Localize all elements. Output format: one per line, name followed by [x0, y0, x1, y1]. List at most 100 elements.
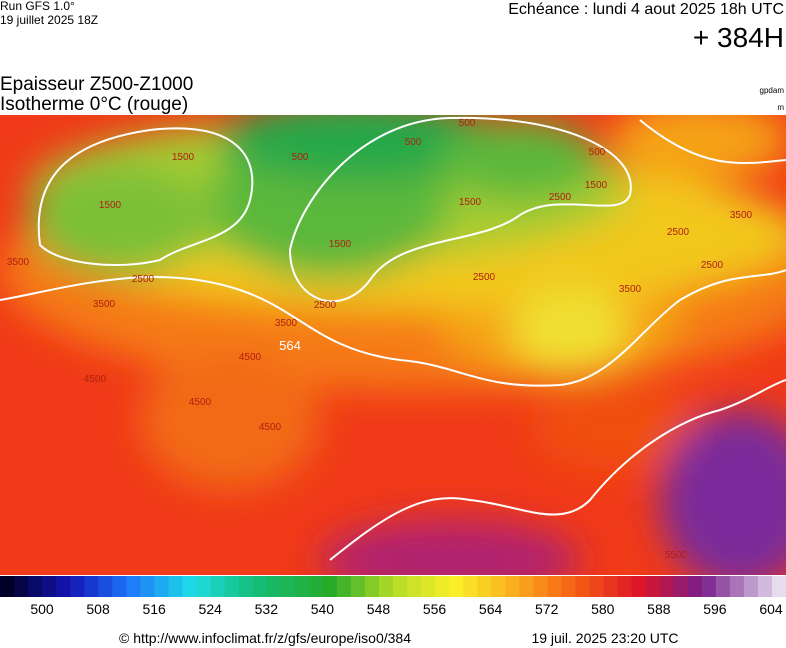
colorbar-swatch [771, 576, 786, 597]
unit-thickness: gpdam [760, 86, 785, 95]
unit-iso: m [777, 103, 784, 112]
colorbar-swatch [463, 576, 478, 597]
colorbar-swatch [378, 576, 394, 597]
contour-label: 500 [589, 147, 606, 158]
colorbar-label: 540 [311, 601, 335, 617]
colorbar-swatch [659, 576, 675, 597]
colorbar-swatch [70, 576, 85, 597]
colorbar-label: 532 [255, 601, 279, 617]
colorbar-label: 556 [423, 601, 447, 617]
contour-label: 564 [279, 338, 301, 353]
colorbar-swatch [364, 576, 380, 597]
map-subtitle: Isotherme 0°C (rouge) [0, 94, 188, 115]
colorbar-swatch [477, 576, 492, 597]
colorbar-swatch [729, 576, 745, 597]
contour-label: 4500 [189, 397, 212, 408]
colorbar-label: 524 [199, 601, 223, 617]
colorbar-swatch [350, 576, 366, 597]
colorbar-swatch [757, 576, 773, 597]
contour-label: 2500 [314, 300, 337, 311]
contour-label: 500 [292, 152, 309, 163]
contour-label: 5500 [665, 550, 688, 561]
colorbar-swatch [84, 576, 99, 597]
colorbar-swatch [196, 576, 212, 597]
colorbar-swatch [715, 576, 731, 597]
colorbar-swatch [561, 576, 576, 597]
colorbar-swatch [126, 576, 141, 597]
colorbar-label: 516 [142, 601, 166, 617]
colorbar-swatch [266, 576, 282, 597]
colorbar-swatch [336, 576, 352, 597]
contour-label: 1500 [459, 197, 482, 208]
contour-label: 4500 [259, 422, 282, 433]
colorbar-label: 588 [647, 601, 671, 617]
colorbar-label: 604 [759, 601, 783, 617]
contour-label: 3500 [619, 284, 642, 295]
colorbar-swatch [505, 576, 520, 597]
colorbar-swatch [631, 576, 647, 597]
generated: 19 juil. 2025 23:20 UTC [531, 630, 678, 646]
colorbar-swatch [701, 576, 717, 597]
contour-label: 2500 [549, 192, 572, 203]
colorbar-swatch [224, 576, 240, 597]
contour-label: 2500 [701, 260, 724, 271]
colorbar-swatch [28, 576, 43, 597]
colorbar-swatch [575, 576, 590, 597]
contour-label: 1500 [99, 200, 122, 211]
colorbar-swatch [238, 576, 254, 597]
colorbar-swatch [407, 576, 422, 597]
colorbar-swatch [322, 576, 338, 597]
colorbar-swatch [112, 576, 127, 597]
colorbar-label: 508 [86, 601, 110, 617]
contour-label: 3500 [93, 299, 116, 310]
colorbar-swatch [449, 576, 464, 597]
colorbar-swatch [687, 576, 703, 597]
colorbar-swatch [603, 576, 619, 597]
valid-time: Echéance : lundi 4 aout 2025 18h UTC [508, 1, 784, 18]
lead-time: + 384H [693, 22, 784, 53]
source: © http://www.infoclimat.fr/z/gfs/europe/… [119, 630, 411, 646]
colorbar-swatch [743, 576, 759, 597]
colorbar-swatch [617, 576, 633, 597]
contour-label: 3500 [7, 257, 30, 268]
colorbar-swatch [210, 576, 226, 597]
colorbar-label: 500 [30, 601, 54, 617]
contour-label: 500 [405, 137, 422, 148]
colorbar-swatch [294, 576, 310, 597]
contour-label: 4500 [239, 352, 262, 363]
colorbar-swatch [421, 576, 436, 597]
colorbar-swatch [56, 576, 71, 597]
colorbar-swatch [14, 576, 29, 597]
colorbar-swatch [140, 576, 155, 597]
colorbar-label: 572 [535, 601, 559, 617]
contour-label: 3500 [275, 318, 298, 329]
colorbar-label: 564 [479, 601, 503, 617]
colorbar-swatch [519, 576, 534, 597]
colorbar-swatch [252, 576, 268, 597]
colorbar-swatch [589, 576, 605, 597]
colorbar-swatch [533, 576, 548, 597]
contour-label: 2500 [132, 274, 155, 285]
contour-label: 1500 [585, 180, 608, 191]
colorbar-swatch [393, 576, 408, 597]
colorbar-swatch [491, 576, 506, 597]
colorbar: 500 508 516 524 532 540 548 556 564 572 580 588 596 6… [0, 576, 786, 617]
contour-label: 2500 [667, 227, 690, 238]
colorbar-label: 596 [703, 601, 727, 617]
run: Run GFS 1.0° [0, 0, 75, 13]
run-date: 19 juillet 2025 18Z [0, 13, 98, 27]
colorbar-swatch [154, 576, 169, 597]
colorbar-swatch [308, 576, 324, 597]
contour-label: 2500 [473, 272, 496, 283]
colorbar-swatch [0, 576, 15, 597]
contour-label: 3500 [730, 210, 753, 221]
colorbar-label: 580 [591, 601, 615, 617]
colorbar-swatch [168, 576, 183, 597]
contour-label: 500 [459, 118, 476, 129]
colorbar-label: 548 [367, 601, 391, 617]
contour-label: 1500 [172, 152, 195, 163]
contour-label: 1500 [329, 239, 352, 250]
colorbar-swatch [645, 576, 661, 597]
colorbar-swatch [42, 576, 57, 597]
colorbar-swatch [547, 576, 562, 597]
